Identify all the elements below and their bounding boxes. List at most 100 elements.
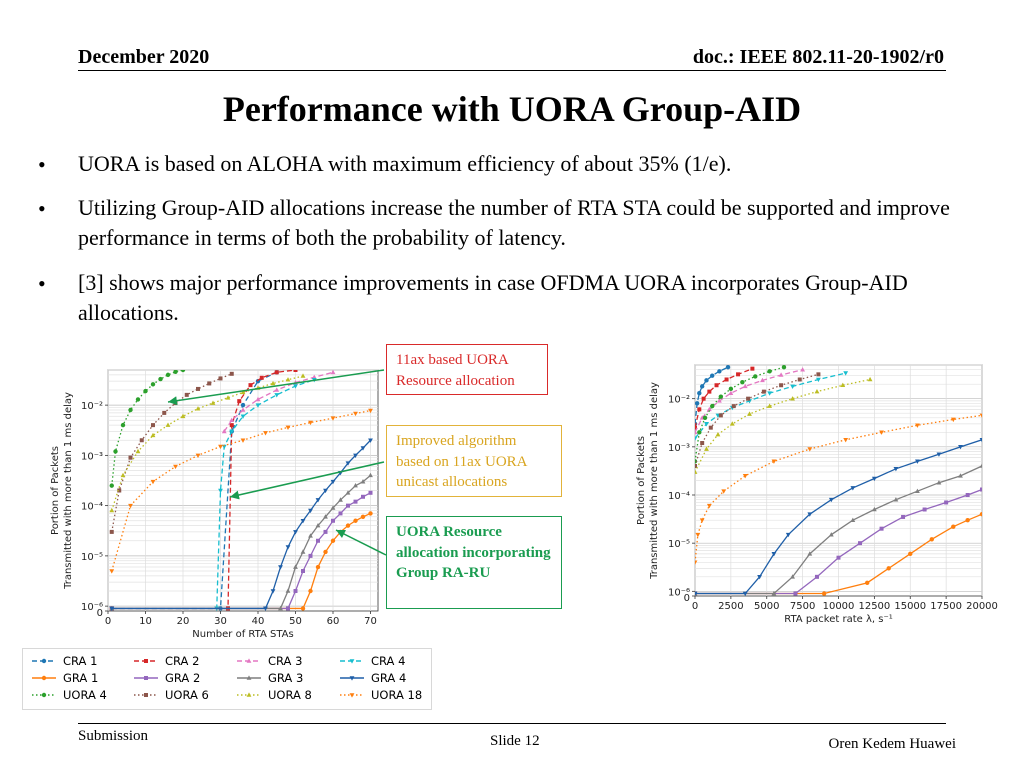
legend-label: CRA 2: [165, 654, 200, 668]
data-point: [330, 505, 336, 510]
data-point: [331, 518, 335, 523]
data-point: [836, 555, 841, 560]
chart-stas: 0 10 20 30 40 50 60 70 10⁻² 10⁻³ 10⁻⁴ 10⁻⁵ 10⁻⁶0 Numb…: [50, 369, 379, 640]
data-point: [315, 498, 321, 503]
data-point: [349, 659, 355, 664]
data-point: [180, 413, 186, 419]
x-tick-label: 20: [177, 616, 190, 627]
legend-item: GRA 4: [339, 671, 406, 685]
bullet-dot: •: [38, 271, 46, 296]
legend-swatch: [340, 693, 364, 698]
x-tick-label: 15000: [894, 601, 926, 612]
legend-label: UORA 6: [165, 688, 209, 702]
data-point: [308, 588, 313, 594]
data-point: [218, 444, 223, 450]
data-point: [843, 371, 849, 376]
data-point: [278, 565, 283, 570]
data-point: [229, 423, 234, 428]
data-point: [180, 370, 186, 373]
y-tick-label: 0: [684, 593, 690, 604]
data-point: [323, 514, 328, 519]
series-gra-2: [695, 487, 982, 596]
data-point: [908, 551, 913, 557]
data-point: [301, 569, 305, 574]
data-point: [704, 446, 709, 451]
y-axis-label: Portion of Packets: [50, 446, 61, 535]
data-point: [704, 378, 709, 383]
data-point: [246, 675, 252, 680]
data-point: [353, 453, 358, 458]
data-point: [139, 438, 144, 443]
data-point: [308, 553, 313, 558]
data-point: [135, 397, 141, 402]
data-point: [259, 375, 264, 380]
data-point: [761, 389, 766, 394]
data-point: [879, 526, 884, 531]
data-point: [229, 429, 235, 434]
data-point: [721, 489, 727, 494]
legend-item: UORA 8: [236, 688, 312, 702]
data-point: [715, 431, 721, 437]
data-point: [695, 560, 698, 565]
data-point: [979, 437, 982, 443]
footer-slide-number: Slide 12: [490, 733, 540, 749]
data-point: [144, 693, 148, 697]
data-point: [980, 487, 982, 492]
data-point: [109, 569, 115, 574]
series-uora-8: [695, 376, 873, 474]
bullet-text-3: [3] shows major performance improvements…: [78, 270, 908, 325]
data-point: [41, 675, 47, 681]
data-point: [821, 591, 827, 596]
slide-title: Performance with UORA Group-AID: [222, 89, 802, 129]
data-point: [728, 390, 734, 395]
data-point: [353, 518, 358, 523]
legend-swatch: [32, 675, 56, 681]
legend-swatch: [237, 692, 261, 697]
data-point: [218, 488, 223, 494]
data-point: [221, 444, 227, 450]
y-tick-label: 10⁻³: [81, 451, 103, 462]
x-tick-label: 70: [364, 616, 377, 627]
data-point: [109, 483, 114, 488]
data-point: [742, 383, 748, 389]
data-point: [165, 422, 171, 427]
series-line: [695, 369, 803, 433]
data-point: [151, 423, 155, 428]
data-point: [790, 384, 795, 389]
legend-label: UORA 8: [268, 688, 312, 702]
legend-item: CRA 2: [133, 654, 199, 668]
data-point: [361, 494, 365, 499]
legend-label: GRA 2: [165, 671, 201, 685]
data-point: [316, 538, 320, 543]
legend-label: CRA 4: [371, 654, 406, 668]
data-point: [704, 422, 709, 427]
data-point: [695, 425, 697, 430]
data-point: [893, 466, 899, 472]
data-point: [229, 417, 235, 423]
data-point: [109, 507, 115, 513]
series-cra-2: [695, 366, 755, 430]
data-point: [165, 372, 171, 378]
data-point: [814, 574, 819, 579]
data-point: [293, 530, 298, 535]
data-point: [697, 430, 702, 435]
series-gra-4: [695, 437, 982, 596]
data-point: [270, 589, 276, 594]
data-point: [915, 423, 920, 428]
data-point: [128, 503, 133, 509]
data-point: [237, 399, 242, 404]
data-point: [886, 566, 891, 571]
data-point: [128, 407, 133, 413]
data-point: [915, 488, 920, 493]
y-tick-label: 0: [97, 608, 103, 619]
header-doc-id: doc.: IEEE 802.11-20-1902/r0: [692, 46, 944, 68]
data-point: [300, 606, 306, 611]
data-point: [218, 376, 223, 381]
data-point: [196, 386, 200, 391]
x-axis-label: RTA packet rate λ, s⁻¹: [784, 614, 893, 625]
data-point: [353, 411, 358, 417]
data-point: [807, 447, 813, 452]
y-tick-label: 10⁻⁶: [668, 587, 690, 598]
legend-label: GRA 1: [63, 671, 99, 685]
data-point: [840, 382, 846, 388]
